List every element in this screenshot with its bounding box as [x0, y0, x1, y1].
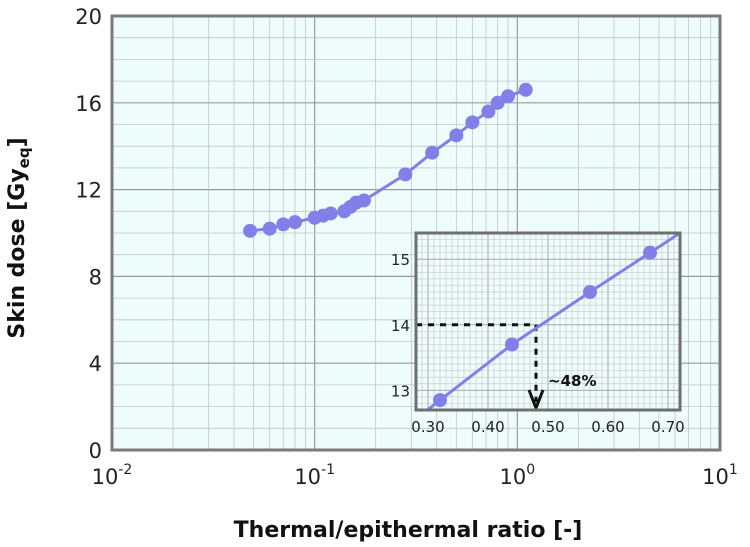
- main-y-tick-labels: 0 4 8 12 16 20: [75, 5, 102, 463]
- main-x-tick-labels: 10-2 10-1 100 101: [92, 462, 738, 489]
- main-data-point: [262, 221, 277, 236]
- main-data-point: [243, 223, 258, 238]
- y-axis-title-subscript: eq: [15, 147, 33, 168]
- y-tick-label: 0: [89, 439, 102, 463]
- main-data-point: [490, 95, 505, 110]
- main-data-point: [465, 115, 480, 130]
- annotation-arrow-head: [527, 389, 545, 413]
- main-data-point: [276, 217, 291, 232]
- main-data-point: [356, 193, 371, 208]
- inset-data-point: [433, 393, 447, 408]
- main-plot-frame: [110, 14, 722, 452]
- x-tick-base: 10: [92, 465, 119, 489]
- main-data-point: [398, 167, 413, 182]
- annotation-label: ~48%: [548, 372, 596, 390]
- x-tick-label: 101: [702, 462, 738, 489]
- y-tick-label: 16: [75, 92, 102, 116]
- y-tick-label: 12: [75, 179, 102, 203]
- y-axis-title-end: ]: [5, 137, 30, 147]
- x-tick-exponent: 1: [729, 462, 738, 478]
- x-tick-label: 10-1: [294, 462, 335, 489]
- main-data-point: [425, 145, 440, 160]
- y-tick-label: 8: [89, 265, 102, 289]
- inset-y-tick-label: 13: [391, 382, 410, 400]
- inset-x-tick-label: 0.70: [651, 418, 684, 436]
- main-data-point: [323, 206, 338, 221]
- x-tick-exponent: -2: [118, 462, 132, 478]
- inset-y-tick-label: 14: [391, 317, 410, 335]
- x-tick-base: 10: [500, 465, 527, 489]
- x-tick-base: 10: [702, 465, 729, 489]
- x-tick-label: 100: [500, 462, 536, 489]
- inset-series: [427, 231, 681, 411]
- main-data-point: [501, 89, 516, 104]
- inset-x-tick-label: 0.60: [591, 418, 624, 436]
- y-tick-label: 4: [89, 352, 102, 376]
- x-tick-exponent: -1: [321, 462, 335, 478]
- x-axis-title: Thermal/epithermal ratio [-]: [234, 518, 583, 543]
- x-tick-base: 10: [294, 465, 321, 489]
- inset-plot-frame: [414, 231, 682, 412]
- inset-y-tick-label: 15: [391, 251, 410, 269]
- y-axis-title-main: Skin dose [Gy: [5, 168, 30, 338]
- inset-data-point: [583, 285, 597, 299]
- inset-x-tick-labels: 0.30 0.40 0.50 0.60 0.70: [411, 418, 684, 436]
- inset-y-tick-labels: 13 14 15: [391, 251, 410, 400]
- inset-x-tick-label: 0.50: [531, 418, 564, 436]
- main-series: [243, 82, 533, 238]
- inset-x-tick-label: 0.30: [411, 418, 444, 436]
- inset-annotation-lines: [416, 323, 545, 413]
- main-data-point: [518, 82, 533, 97]
- y-axis-title: Skin dose [Gyeq]: [5, 137, 33, 338]
- main-data-point: [449, 128, 464, 143]
- x-tick-label: 10-2: [92, 462, 133, 489]
- inset-chart: 13 14 15 0.30 0.40 0.50 0.60 0.70 ~48%: [391, 231, 685, 436]
- y-tick-label: 20: [75, 5, 102, 29]
- x-tick-exponent: 0: [526, 462, 535, 478]
- inset-x-tick-label: 0.40: [471, 418, 504, 436]
- inset-data-point: [505, 337, 519, 352]
- main-data-point: [288, 215, 303, 230]
- inset-data-point: [643, 245, 657, 260]
- main-data-point: [481, 104, 496, 119]
